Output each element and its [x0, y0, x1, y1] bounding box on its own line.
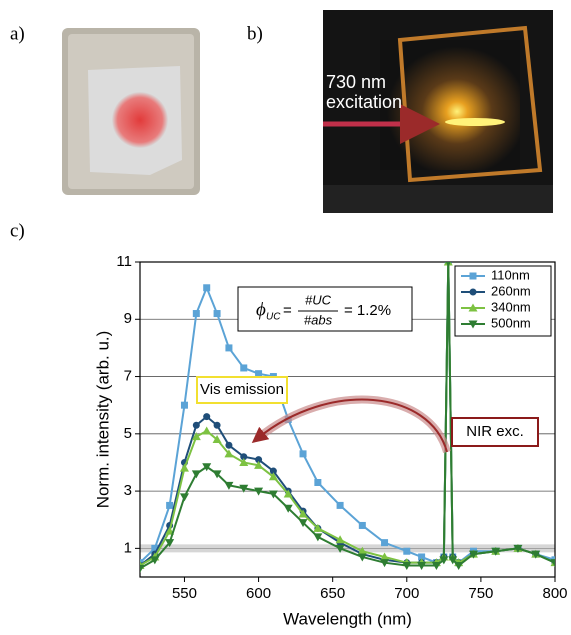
legend-marker	[470, 273, 477, 280]
marker	[203, 284, 210, 291]
marker	[239, 458, 248, 466]
marker	[193, 422, 200, 429]
y-tick-label: 11	[116, 253, 132, 270]
x-tick-label: 600	[246, 585, 271, 602]
marker	[214, 422, 221, 429]
marker	[214, 310, 221, 317]
marker	[225, 442, 232, 449]
legend-label: 110nm	[491, 267, 530, 282]
x-tick-label: 700	[394, 585, 419, 602]
panel-label: c)	[10, 220, 25, 241]
formula-result: = 1.2%	[344, 302, 391, 319]
formula-numerator: #UC	[305, 292, 332, 307]
formula-subscript: UC	[266, 312, 281, 323]
photo-label: excitation	[326, 92, 402, 112]
curved-arrow	[258, 400, 447, 452]
x-tick-label: 550	[172, 585, 197, 602]
y-axis-label: Norm. intensity (arb. u.)	[93, 331, 112, 509]
y-tick-label: 5	[124, 425, 132, 442]
photo-label: 730 nm	[326, 72, 386, 92]
marker	[359, 522, 366, 529]
x-tick-label: 650	[320, 585, 345, 602]
marker	[202, 426, 211, 434]
marker	[166, 502, 173, 509]
marker	[180, 493, 189, 501]
marker	[381, 539, 388, 546]
marker	[203, 413, 210, 420]
legend-marker	[470, 289, 477, 296]
y-tick-label: 3	[124, 482, 132, 499]
marker	[300, 450, 307, 457]
marker	[225, 344, 232, 351]
y-tick-label: 7	[124, 368, 132, 385]
legend-label: 340nm	[491, 299, 531, 314]
marker	[193, 310, 200, 317]
legend-label: 500nm	[491, 315, 531, 330]
formula-symbol: ϕ	[256, 299, 266, 320]
marker	[181, 402, 188, 409]
y-tick-label: 1	[124, 539, 132, 556]
x-axis-label: Wavelength (nm)	[283, 609, 412, 628]
formula-equals: =	[283, 302, 292, 319]
photo-a: ​	[62, 28, 200, 195]
panel-label: b)	[247, 23, 263, 44]
formula-denominator: #abs	[304, 312, 333, 327]
x-tick-label: 800	[542, 585, 567, 602]
marker	[314, 479, 321, 486]
legend-label: 260nm	[491, 283, 531, 298]
marker	[337, 502, 344, 509]
figure: a) b) c) ​ 730 nm excitation 1 3 5 7 9 11 550 6…	[0, 0, 571, 635]
vis-label: Vis emission	[200, 381, 284, 398]
x-tick-label: 750	[468, 585, 493, 602]
marker	[192, 470, 201, 478]
nir-label: NIR exc.	[466, 423, 524, 440]
marker	[180, 464, 189, 472]
panel-label: a)	[10, 23, 25, 44]
chart: 1 3 5 7 9 11 550 600 650 700 750 800 Wavelength (nm)…	[93, 253, 567, 629]
marker	[403, 548, 410, 555]
y-tick-label: 9	[124, 310, 132, 327]
photo-b: 730 nm excitation	[323, 10, 553, 213]
curved-arrow	[258, 400, 447, 452]
marker	[240, 364, 247, 371]
